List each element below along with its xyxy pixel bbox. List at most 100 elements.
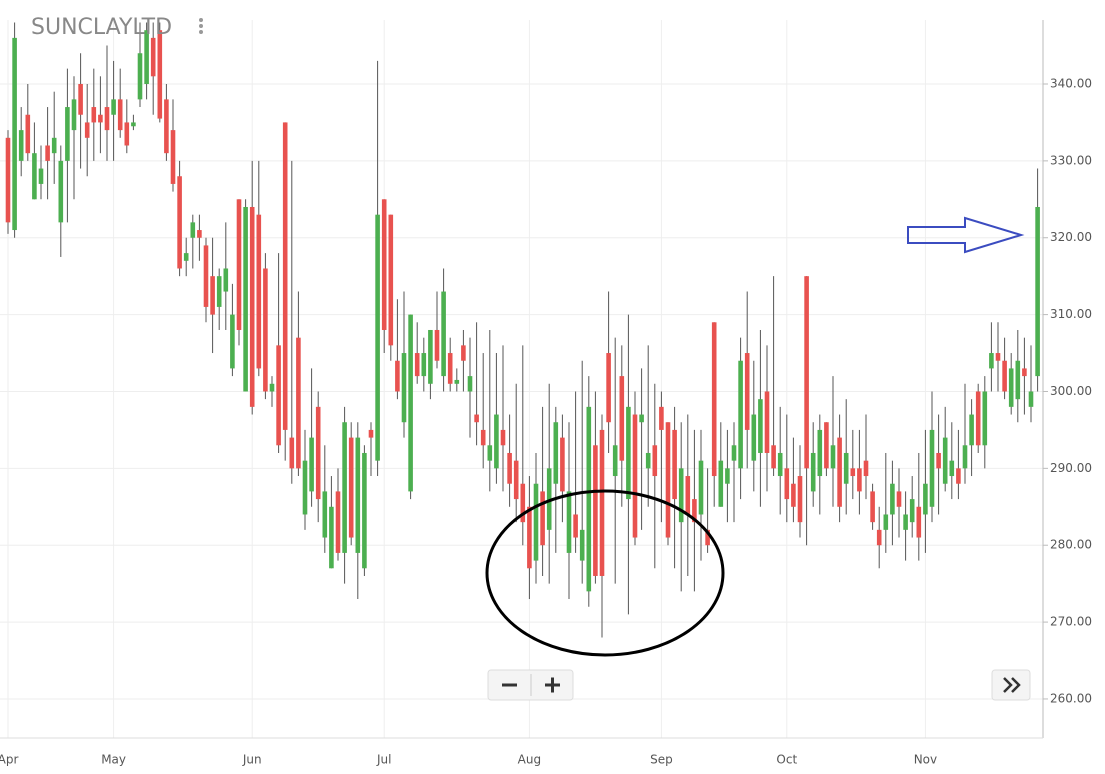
candle-body (289, 437, 295, 469)
candle-body (553, 422, 559, 484)
candle-body (263, 268, 268, 392)
candle-body (414, 353, 420, 377)
scroll-end-button[interactable] (991, 669, 1031, 701)
candle-body (685, 476, 691, 515)
candle-body (843, 452, 849, 484)
candle-body (434, 329, 440, 361)
candle-body (527, 506, 532, 569)
candle-body (962, 445, 968, 469)
annotation-arrow (907, 216, 1025, 254)
candle-body (936, 452, 941, 469)
candle-body (421, 353, 427, 377)
candle-body (494, 414, 499, 469)
candle-body (190, 222, 196, 238)
candle-body (764, 391, 770, 453)
candle-body (771, 445, 776, 469)
candle-body (639, 414, 644, 423)
candle-body (269, 383, 275, 392)
candle-body (428, 329, 433, 384)
candle-body (738, 360, 743, 469)
x-tick-label: Jun (242, 753, 262, 767)
candle-body (408, 314, 413, 492)
candle-body (560, 437, 565, 492)
candle-body (25, 114, 31, 154)
candle-body (131, 122, 136, 127)
candle-body (84, 122, 90, 138)
candle-body (296, 337, 301, 469)
candle-body (216, 276, 222, 307)
candle-body (474, 414, 479, 423)
annotation-circle (485, 489, 725, 657)
zoom-controls (487, 669, 574, 701)
candle-body (692, 499, 697, 523)
y-tick-label: 320.00 (1050, 230, 1092, 244)
candle-body (942, 437, 948, 484)
candle-body (256, 214, 262, 369)
labels: 260.00 270.00 280.00 290.00 300.00 310.00 320.… (0, 76, 1092, 766)
candle-body (183, 253, 189, 261)
candle-body (599, 429, 605, 576)
candle-body (659, 406, 664, 430)
candle-body (969, 414, 974, 446)
x-tick-label: Aug (518, 753, 541, 767)
candle-body (276, 345, 281, 446)
candle-body (223, 268, 229, 292)
candle-body (949, 460, 955, 477)
candle-body (975, 391, 981, 446)
candle-body (32, 153, 37, 200)
candle-body (863, 460, 869, 477)
candle-body (368, 429, 374, 438)
candle-body (758, 399, 763, 453)
candle-body (929, 429, 935, 507)
candle-body (857, 468, 862, 492)
x-tick-label: Nov (914, 753, 937, 767)
candle-body (58, 160, 64, 223)
candle-body (777, 452, 783, 477)
candle-body (329, 506, 334, 569)
candle-body (593, 445, 598, 576)
candle-body (104, 107, 110, 131)
candle-body (362, 452, 367, 569)
y-tick-label: 290.00 (1050, 461, 1092, 475)
candle-body (909, 499, 915, 523)
candle-body (791, 483, 796, 507)
candle-body (381, 199, 387, 330)
candle-body (342, 422, 347, 553)
chart-title: SUNCLAYLTD (31, 15, 172, 40)
candle-body (533, 483, 539, 561)
candle-body (678, 468, 684, 523)
zoom-out-button[interactable] (488, 670, 531, 700)
candle-body (804, 276, 809, 469)
candle-body (883, 514, 889, 530)
candle-body (150, 37, 156, 77)
candle-body (1035, 206, 1040, 377)
candle-body (1002, 360, 1007, 392)
zoom-in-button[interactable] (531, 670, 573, 700)
candle-body (454, 379, 460, 384)
candle-body (698, 460, 704, 515)
candle-body (540, 491, 545, 546)
candle-body (995, 353, 1001, 361)
y-tick-label: 330.00 (1050, 153, 1092, 167)
candle-body (249, 206, 255, 407)
candle-body (619, 376, 625, 461)
candle-body (230, 314, 235, 369)
candle-body (612, 445, 618, 477)
menu-icon[interactable] (199, 18, 203, 34)
candle-body (606, 353, 611, 423)
candle-body (632, 414, 638, 538)
candle-body (870, 491, 875, 523)
candle-body (137, 53, 143, 100)
candle-body (718, 460, 724, 507)
candle-body (243, 206, 248, 392)
candle-body (817, 429, 823, 477)
candle-body (203, 245, 209, 307)
y-tick-label: 310.00 (1050, 307, 1092, 321)
candle-body (876, 529, 882, 546)
candle-body (1008, 368, 1014, 407)
candle-body (1028, 391, 1034, 407)
candle-body (395, 360, 400, 392)
candle-body (91, 107, 97, 123)
candle-body (830, 445, 836, 469)
